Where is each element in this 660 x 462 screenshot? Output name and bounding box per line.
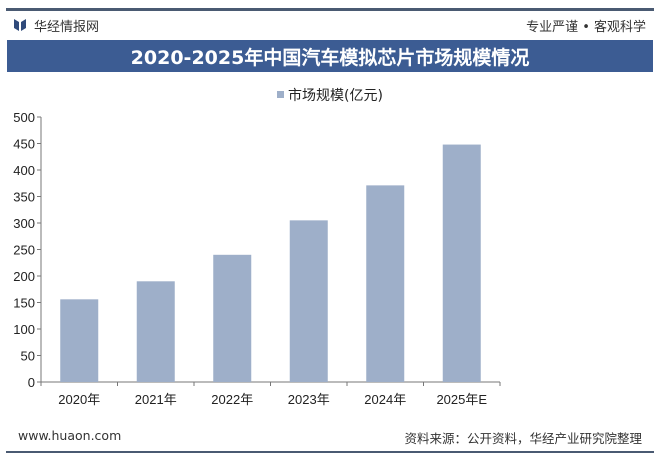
bar-2022年 bbox=[213, 254, 252, 382]
x-tick-label: 2023年 bbox=[288, 392, 330, 407]
y-tick-label: 350 bbox=[13, 190, 35, 205]
source-note: 资料来源：公开资料，华经产业研究院整理 bbox=[404, 431, 642, 446]
bar-chart: 0 50 100 150 200 250 300 350 400 450 500 2020年 2021年… bbox=[13, 110, 501, 407]
x-tick-label: 2025年E bbox=[436, 392, 487, 407]
legend-swatch bbox=[277, 91, 285, 98]
website-link[interactable]: www.huaon.com bbox=[18, 428, 122, 443]
brand-name: 华经情报网 bbox=[34, 19, 100, 35]
y-tick-label: 0 bbox=[28, 375, 35, 390]
bar-2023年 bbox=[289, 220, 328, 382]
footer: www.huaon.com 资料来源：公开资料，华经产业研究院整理 bbox=[18, 428, 642, 447]
y-tick-label: 300 bbox=[13, 216, 35, 231]
legend-label: 市场规模(亿元) bbox=[288, 88, 383, 104]
bottom-rule bbox=[6, 451, 654, 453]
bar-2021年 bbox=[136, 281, 175, 382]
slogan: 专业严谨 • 客观科学 bbox=[526, 19, 646, 35]
bar-2020年 bbox=[60, 299, 99, 382]
y-tick-label: 100 bbox=[13, 322, 35, 337]
y-tick-label: 500 bbox=[13, 110, 35, 125]
x-tick-label: 2024年 bbox=[364, 392, 406, 407]
bar-2025年E bbox=[442, 144, 481, 382]
y-tick-label: 50 bbox=[21, 349, 35, 364]
x-tick-label: 2021年 bbox=[135, 392, 177, 407]
chart-title: 2020-2025年中国汽车模拟芯片市场规模情况 bbox=[7, 40, 653, 72]
y-tick-label: 450 bbox=[13, 137, 35, 152]
x-tick-label: 2020年 bbox=[58, 392, 100, 407]
y-tick-label: 250 bbox=[13, 243, 35, 258]
header: 华经情报网 专业严谨 • 客观科学 bbox=[14, 12, 646, 38]
top-rule bbox=[6, 8, 654, 11]
y-tick-label: 400 bbox=[13, 163, 35, 178]
x-tick-label: 2022年 bbox=[211, 392, 253, 407]
bar-2024年 bbox=[366, 185, 405, 382]
y-tick-label: 150 bbox=[13, 296, 35, 311]
brand: 华经情报网 bbox=[14, 16, 99, 35]
y-tick-label: 200 bbox=[13, 269, 35, 284]
legend: 市场规模(亿元) bbox=[0, 85, 660, 105]
huajing-logo-icon bbox=[14, 19, 26, 31]
